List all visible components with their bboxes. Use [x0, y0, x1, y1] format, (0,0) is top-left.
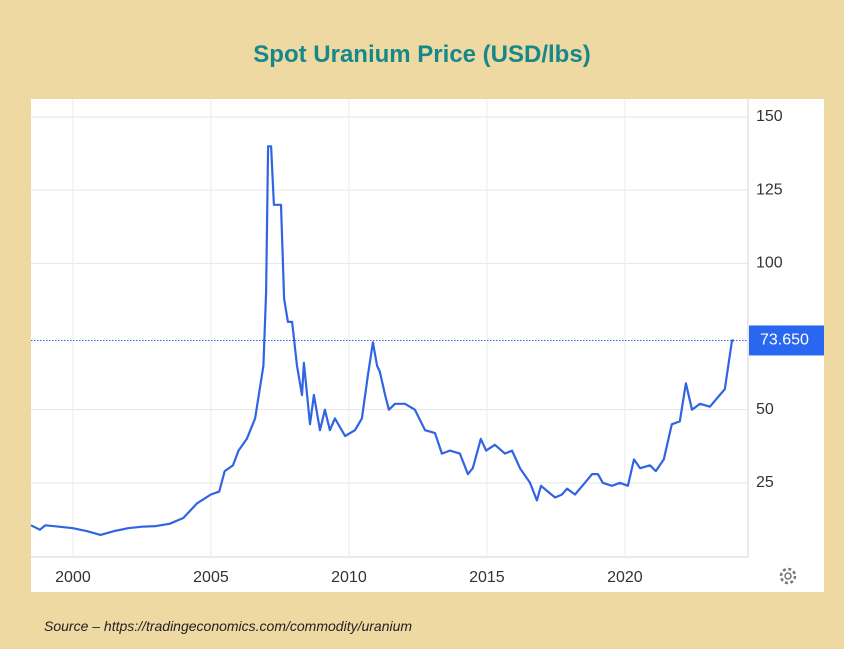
y-tick-label: 150 [756, 108, 783, 125]
y-tick-label: 125 [756, 181, 783, 198]
x-tick-label: 2015 [469, 569, 505, 586]
settings-icon[interactable] [779, 567, 797, 585]
x-tick-label: 2000 [55, 569, 91, 586]
x-tick-label: 2010 [331, 569, 367, 586]
chart-panel [31, 99, 824, 592]
last-value-label: 73.650 [760, 332, 809, 349]
last-value-box [749, 325, 824, 356]
price-line [30, 145, 734, 536]
x-tick-label: 2020 [607, 569, 643, 586]
source-note: Source – https://tradingeconomics.com/co… [44, 618, 412, 634]
x-tick-label: 2005 [193, 569, 229, 586]
y-tick-label: 100 [756, 255, 783, 272]
chart-title: Spot Uranium Price (USD/lbs) [253, 41, 590, 68]
y-tick-label: 25 [756, 474, 774, 491]
y-tick-label: 50 [756, 401, 774, 418]
